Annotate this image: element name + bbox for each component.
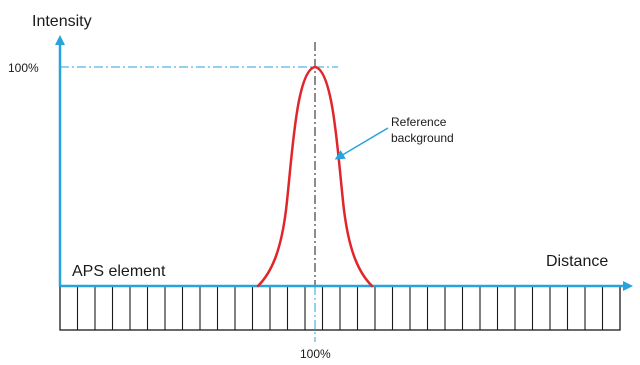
aps-element-strip [59, 285, 621, 331]
curve-label-line2: background [391, 131, 454, 145]
peak-level-label: 100% [8, 61, 39, 75]
reference-background-curve [256, 65, 374, 288]
intensity-axis-label: Intensity [32, 13, 92, 30]
curve-label-line1: Reference [391, 115, 447, 129]
curve-callout-arrow [334, 127, 389, 160]
distance-axis-label: Distance [546, 253, 608, 270]
aps-element-label: APS element [72, 263, 166, 280]
center-position-label: 100% [300, 347, 331, 361]
